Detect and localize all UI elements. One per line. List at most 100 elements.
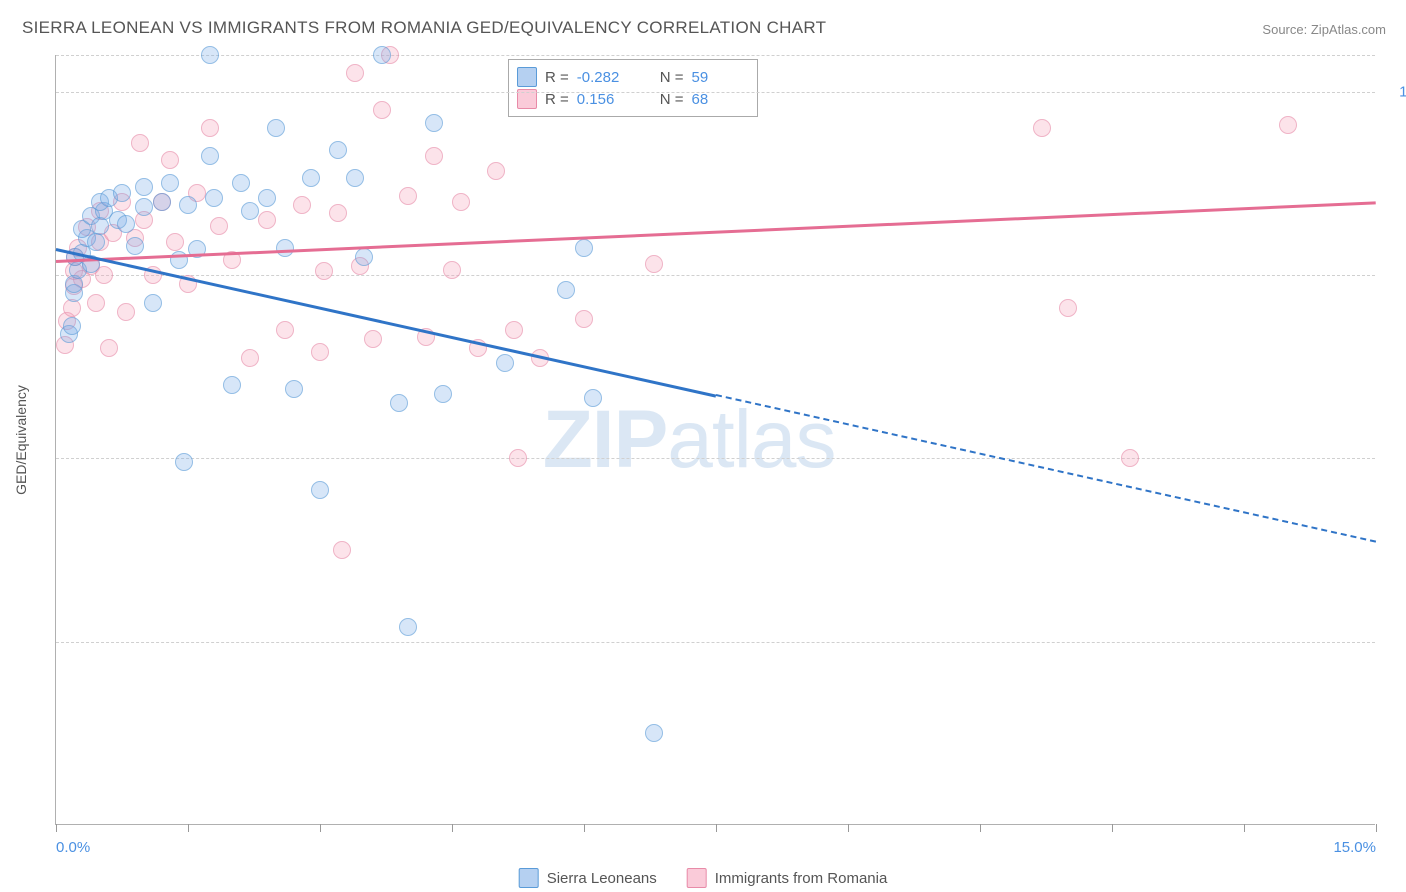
scatter-point bbox=[509, 449, 527, 467]
bottom-legend-pink-label: Immigrants from Romania bbox=[715, 870, 888, 887]
scatter-point bbox=[346, 64, 364, 82]
x-tick-label: 0.0% bbox=[56, 839, 90, 856]
scatter-point bbox=[329, 141, 347, 159]
swatch-blue-bottom bbox=[519, 868, 539, 888]
x-tick-mark bbox=[980, 824, 981, 832]
scatter-point bbox=[575, 239, 593, 257]
legend-pink-n: 68 bbox=[692, 91, 747, 108]
scatter-point bbox=[87, 233, 105, 251]
scatter-point bbox=[223, 376, 241, 394]
scatter-point bbox=[144, 294, 162, 312]
scatter-point bbox=[87, 294, 105, 312]
scatter-point bbox=[276, 321, 294, 339]
chart-container: SIERRA LEONEAN VS IMMIGRANTS FROM ROMANI… bbox=[0, 0, 1406, 892]
x-tick-mark bbox=[320, 824, 321, 832]
scatter-point bbox=[302, 169, 320, 187]
x-tick-mark bbox=[56, 824, 57, 832]
scatter-point bbox=[390, 394, 408, 412]
scatter-point bbox=[373, 46, 391, 64]
scatter-point bbox=[179, 196, 197, 214]
watermark: ZIPatlas bbox=[543, 393, 836, 487]
scatter-point bbox=[399, 618, 417, 636]
scatter-point bbox=[399, 187, 417, 205]
x-tick-label: 15.0% bbox=[1333, 839, 1376, 856]
x-tick-mark bbox=[1112, 824, 1113, 832]
legend-row-blue: R = -0.282 N = 59 bbox=[517, 67, 747, 87]
scatter-point bbox=[329, 204, 347, 222]
scatter-point bbox=[117, 215, 135, 233]
scatter-point bbox=[276, 239, 294, 257]
legend-r-label: R = bbox=[545, 69, 569, 86]
scatter-point bbox=[258, 211, 276, 229]
scatter-point bbox=[496, 354, 514, 372]
swatch-blue bbox=[517, 67, 537, 87]
scatter-point bbox=[311, 343, 329, 361]
scatter-point bbox=[293, 196, 311, 214]
scatter-point bbox=[131, 134, 149, 152]
bottom-legend-blue: Sierra Leoneans bbox=[519, 868, 657, 888]
scatter-point bbox=[487, 162, 505, 180]
y-axis-label: GED/Equivalency bbox=[13, 385, 29, 495]
y-tick-label: 70.0% bbox=[1390, 633, 1406, 650]
scatter-point bbox=[1059, 299, 1077, 317]
grid-line bbox=[56, 458, 1375, 459]
watermark-bold: ZIP bbox=[543, 394, 668, 485]
y-tick-label: 90.0% bbox=[1390, 267, 1406, 284]
scatter-point bbox=[645, 724, 663, 742]
scatter-point bbox=[201, 119, 219, 137]
scatter-point bbox=[315, 262, 333, 280]
scatter-point bbox=[100, 339, 118, 357]
scatter-point bbox=[63, 317, 81, 335]
chart-title: SIERRA LEONEAN VS IMMIGRANTS FROM ROMANI… bbox=[22, 18, 826, 38]
scatter-point bbox=[373, 101, 391, 119]
legend-r-label2: R = bbox=[545, 91, 569, 108]
correlation-legend: R = -0.282 N = 59 R = 0.156 N = 68 bbox=[508, 59, 758, 117]
scatter-point bbox=[285, 380, 303, 398]
grid-line bbox=[56, 642, 1375, 643]
scatter-point bbox=[333, 541, 351, 559]
scatter-point bbox=[1279, 116, 1297, 134]
scatter-point bbox=[311, 481, 329, 499]
x-tick-mark bbox=[188, 824, 189, 832]
scatter-point bbox=[205, 189, 223, 207]
grid-line bbox=[56, 92, 1375, 93]
scatter-point bbox=[113, 184, 131, 202]
plot-area: GED/Equivalency ZIPatlas R = -0.282 N = … bbox=[55, 55, 1375, 825]
grid-line bbox=[56, 275, 1375, 276]
scatter-point bbox=[210, 217, 228, 235]
scatter-point bbox=[232, 174, 250, 192]
legend-blue-n: 59 bbox=[692, 69, 747, 86]
x-tick-mark bbox=[848, 824, 849, 832]
y-tick-label: 100.0% bbox=[1390, 83, 1406, 100]
source-label: Source: bbox=[1262, 22, 1307, 37]
source-attribution: Source: ZipAtlas.com bbox=[1262, 22, 1386, 37]
x-tick-mark bbox=[1376, 824, 1377, 832]
source-name: ZipAtlas.com bbox=[1311, 22, 1386, 37]
scatter-point bbox=[346, 169, 364, 187]
scatter-point bbox=[175, 453, 193, 471]
legend-blue-r: -0.282 bbox=[577, 69, 632, 86]
watermark-light: atlas bbox=[667, 394, 835, 485]
scatter-point bbox=[425, 114, 443, 132]
scatter-point bbox=[575, 310, 593, 328]
legend-pink-r: 0.156 bbox=[577, 91, 632, 108]
scatter-point bbox=[241, 349, 259, 367]
scatter-point bbox=[126, 237, 144, 255]
scatter-point bbox=[201, 46, 219, 64]
scatter-point bbox=[645, 255, 663, 273]
x-tick-mark bbox=[452, 824, 453, 832]
scatter-point bbox=[258, 189, 276, 207]
trend-line bbox=[716, 394, 1376, 543]
legend-n-label: N = bbox=[660, 69, 684, 86]
legend-n-label2: N = bbox=[660, 91, 684, 108]
scatter-point bbox=[153, 193, 171, 211]
scatter-point bbox=[584, 389, 602, 407]
scatter-point bbox=[443, 261, 461, 279]
x-tick-mark bbox=[716, 824, 717, 832]
bottom-legend-blue-label: Sierra Leoneans bbox=[547, 870, 657, 887]
scatter-point bbox=[267, 119, 285, 137]
scatter-point bbox=[166, 233, 184, 251]
bottom-legend: Sierra Leoneans Immigrants from Romania bbox=[519, 868, 888, 888]
scatter-point bbox=[161, 174, 179, 192]
scatter-point bbox=[241, 202, 259, 220]
